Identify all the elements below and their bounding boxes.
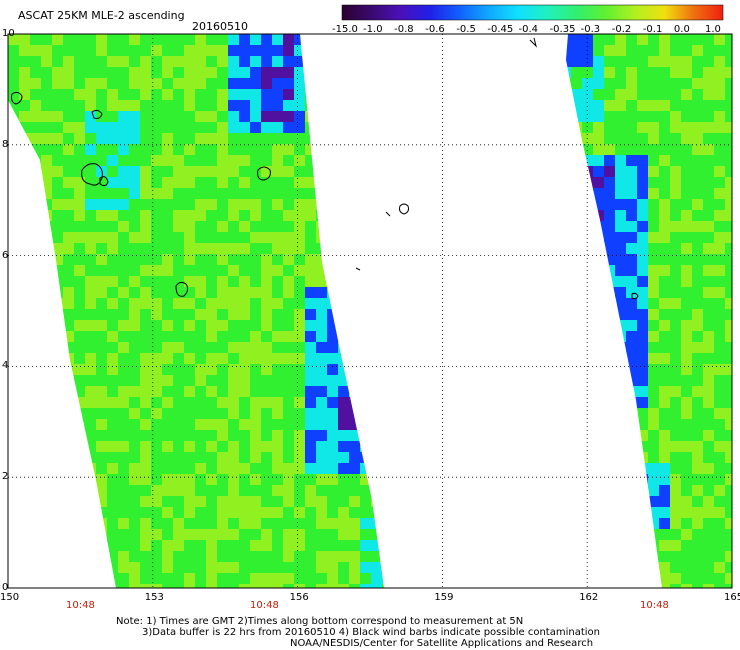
time-label-3: 10:48 <box>640 600 669 611</box>
y-tick-label: 2 <box>2 471 9 483</box>
y-tick-label: 8 <box>2 138 9 150</box>
colorbar-tick-label: -1.0 <box>363 24 383 35</box>
colorbar-tick-label: -0.1 <box>642 24 663 35</box>
colorbar-tick-label: -0.35 <box>549 24 576 35</box>
y-tick-label: 4 <box>2 360 9 372</box>
colorbar-tick-label: -0.2 <box>611 24 632 35</box>
colorbar-tick-label: -15.0 <box>332 24 358 35</box>
x-tick-label: 162 <box>579 592 599 603</box>
colorbar <box>341 4 724 21</box>
colorbar-gradient <box>341 4 724 21</box>
island-outlines <box>11 37 639 300</box>
product-title: ASCAT 25KM MLE-2 ascending <box>18 9 185 22</box>
y-tick-label: 6 <box>2 249 9 261</box>
y-tick-label: 0 <box>2 582 9 593</box>
colorbar-tick-label: -0.4 <box>518 24 539 35</box>
x-tick-label: 159 <box>434 592 454 603</box>
y-tick-label: 10 <box>2 28 15 39</box>
x-tick-label: 156 <box>289 592 309 603</box>
x-tick-label: 150 <box>0 592 20 603</box>
colorbar-tick-label: 0.0 <box>673 24 690 35</box>
colorbar-tick-label: -0.5 <box>456 24 476 35</box>
note-line-1: Note: 1) Times are GMT 2)Times along bot… <box>116 616 524 627</box>
time-label-2: 10:48 <box>250 600 279 611</box>
colorbar-tick-label: -0.8 <box>394 24 414 35</box>
plot-frame <box>7 33 733 589</box>
colorbar-tick-label: -0.45 <box>487 24 514 35</box>
colorbar-tick-label: -0.3 <box>580 24 601 35</box>
colorbar-tick-label: -0.6 <box>425 24 445 35</box>
x-tick-label: 153 <box>144 592 164 603</box>
note-line-2: 3)Data buffer is 22 hrs from 20160510 4)… <box>142 627 600 638</box>
grid-lines <box>8 34 732 588</box>
wind-swath <box>8 34 384 588</box>
time-label-1: 10:48 <box>66 600 95 611</box>
product-date: 20160510 <box>192 20 248 33</box>
colorbar-tick-label: 1.0 <box>705 24 721 35</box>
note-line-3: NOAA/NESDIS/Center for Satellite Applica… <box>290 638 594 649</box>
x-tick-label: 165 <box>724 592 740 603</box>
